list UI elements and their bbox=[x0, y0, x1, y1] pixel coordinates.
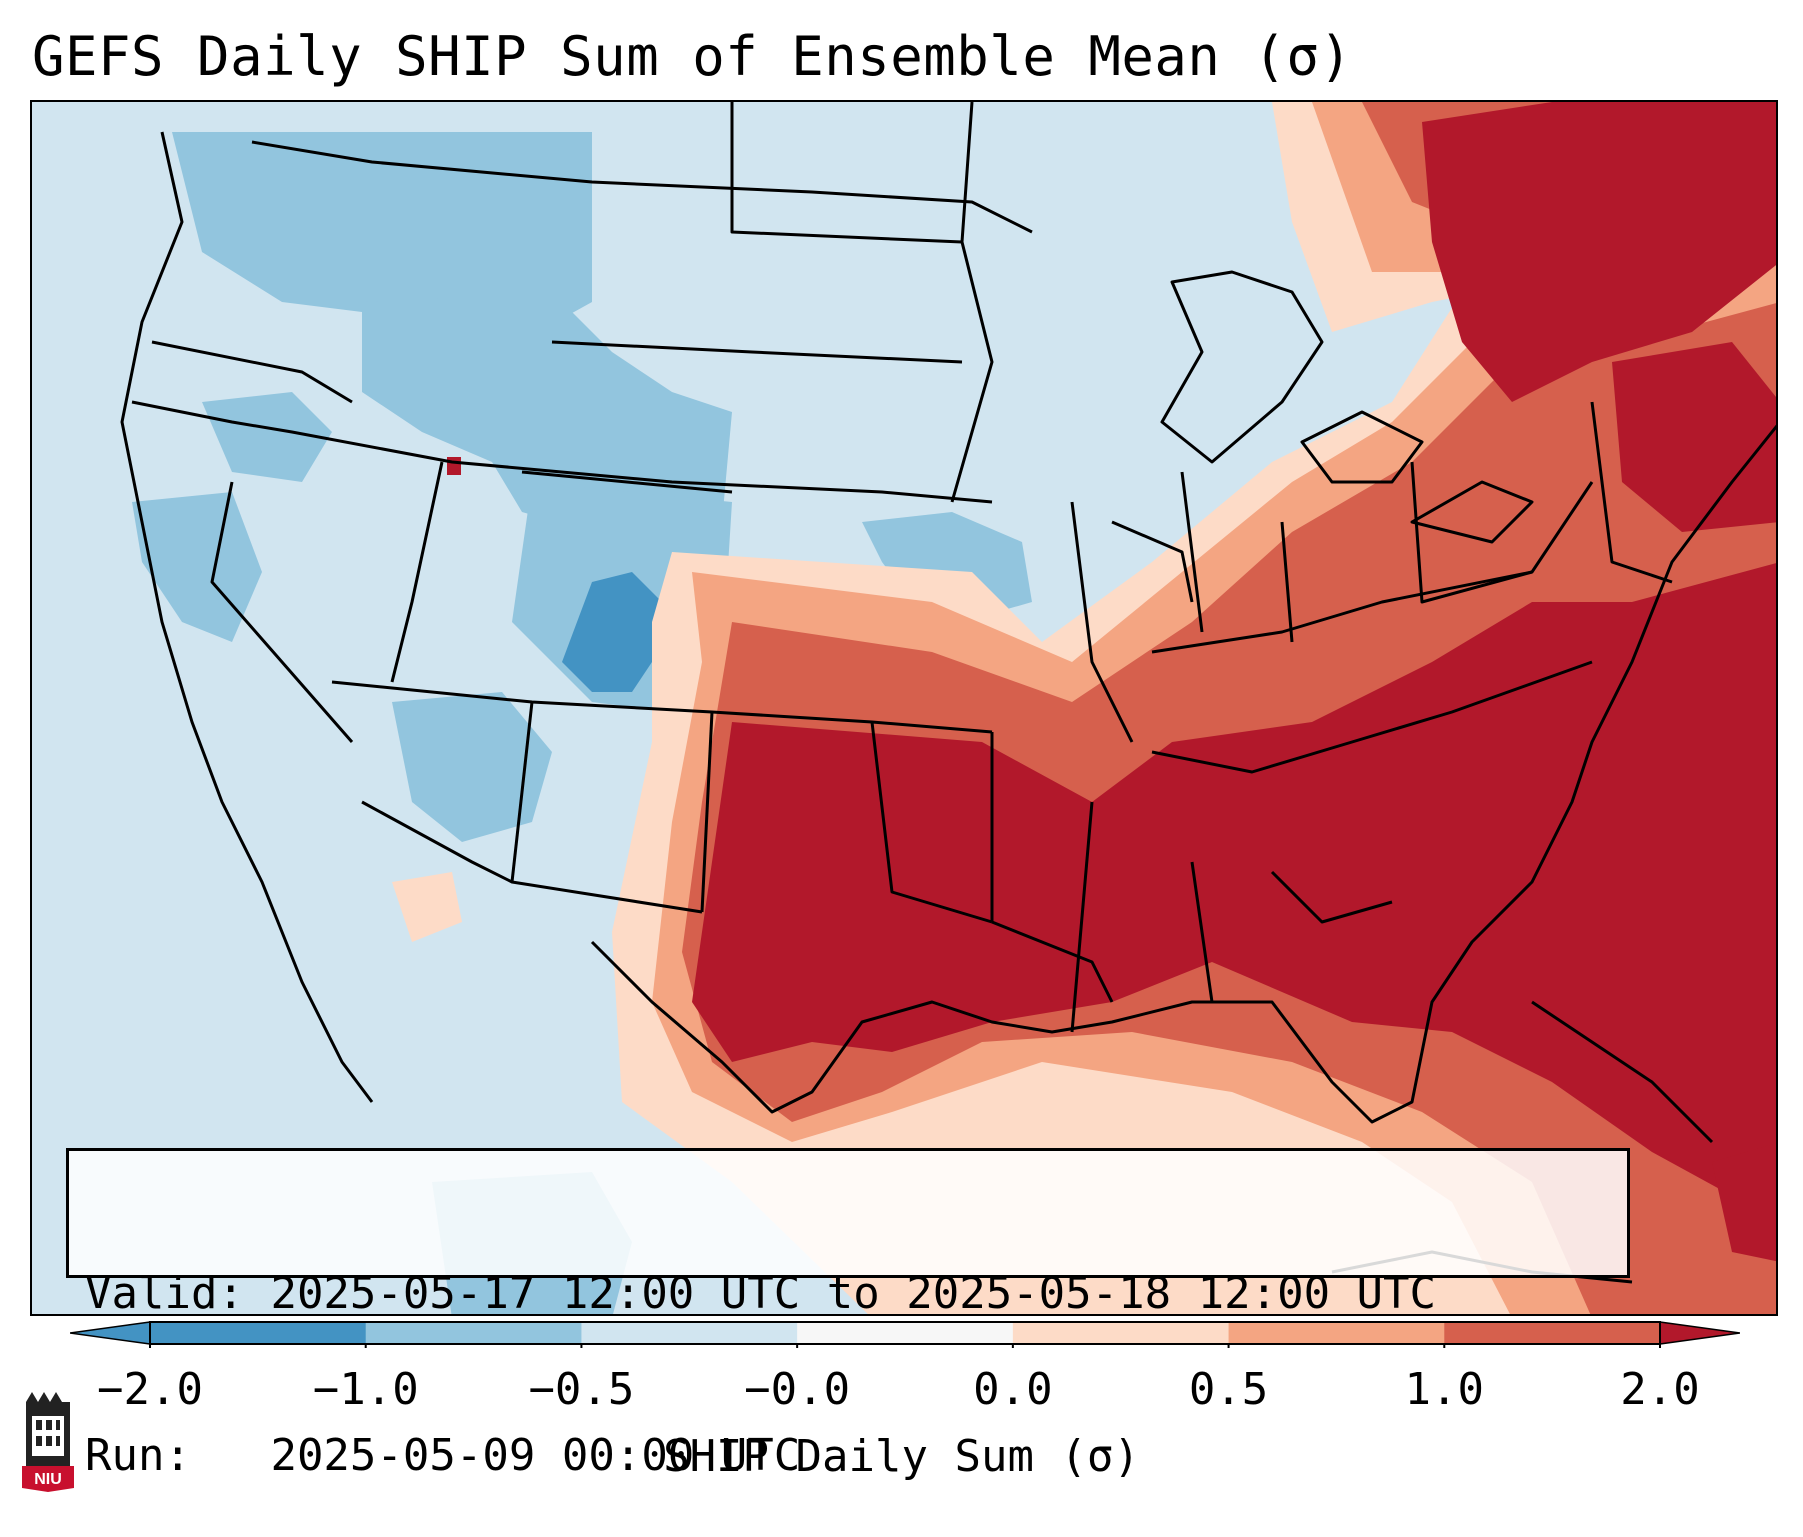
map-canvas bbox=[32, 102, 1776, 1314]
state-borders bbox=[131, 102, 1673, 1033]
valid-value: 2025-05-17 12:00 UTC to 2025-05-18 12:00… bbox=[270, 1268, 1437, 1319]
colorbar-tick-label: 2.0 bbox=[1620, 1364, 1700, 1415]
colorbar-segment bbox=[797, 1322, 1014, 1344]
run-value: 2025-05-09 00:00 UTC bbox=[270, 1430, 801, 1481]
colorbar-extend-high bbox=[1659, 1321, 1740, 1345]
colorbar-tick-label: −1.0 bbox=[312, 1364, 419, 1415]
colorbar-outline bbox=[149, 1321, 1661, 1345]
colorbar-tick-label: 0.0 bbox=[973, 1364, 1053, 1415]
run-label: Run: bbox=[85, 1430, 191, 1481]
colorbar-segment bbox=[1228, 1322, 1445, 1344]
colorbar-tick-label: −2.0 bbox=[97, 1364, 203, 1415]
valid-run-info-box: Valid: 2025-05-17 12:00 UTC to 2025-05-1… bbox=[66, 1148, 1630, 1481]
colorbar-segment bbox=[1012, 1322, 1230, 1344]
map-title: GEFS Daily SHIP Sum of Ensemble Mean (σ) bbox=[32, 25, 1353, 88]
colorbar-segment bbox=[581, 1322, 798, 1344]
niu-logo: NIU bbox=[22, 1392, 74, 1492]
run-row: Run: 2025-05-09 00:00 UTC bbox=[85, 1429, 1611, 1483]
valid-label: Valid: bbox=[85, 1268, 244, 1319]
colorbar-label: SHIP Daily Sum (σ) bbox=[663, 1431, 1140, 1482]
colorbar-segments bbox=[70, 1321, 1740, 1348]
colorbar-tick-label: −0.5 bbox=[528, 1364, 635, 1415]
valid-row: Valid: 2025-05-17 12:00 UTC to 2025-05-1… bbox=[85, 1267, 1611, 1321]
colorbar-segment bbox=[365, 1322, 582, 1344]
very-strong-positive-regions bbox=[447, 102, 1776, 1262]
logo-text: NIU bbox=[34, 1471, 62, 1488]
colorbar-tick-label: 0.5 bbox=[1188, 1364, 1269, 1415]
colorbar bbox=[70, 1321, 1740, 1348]
colorbar-segment bbox=[1444, 1322, 1661, 1344]
colorbar-tick-label: −0.0 bbox=[744, 1364, 851, 1415]
colorbar-segment bbox=[150, 1322, 367, 1344]
colorbar-extend-low bbox=[70, 1321, 151, 1345]
colorbar-tick-label: 1.0 bbox=[1404, 1364, 1485, 1415]
map-panel bbox=[30, 100, 1778, 1316]
